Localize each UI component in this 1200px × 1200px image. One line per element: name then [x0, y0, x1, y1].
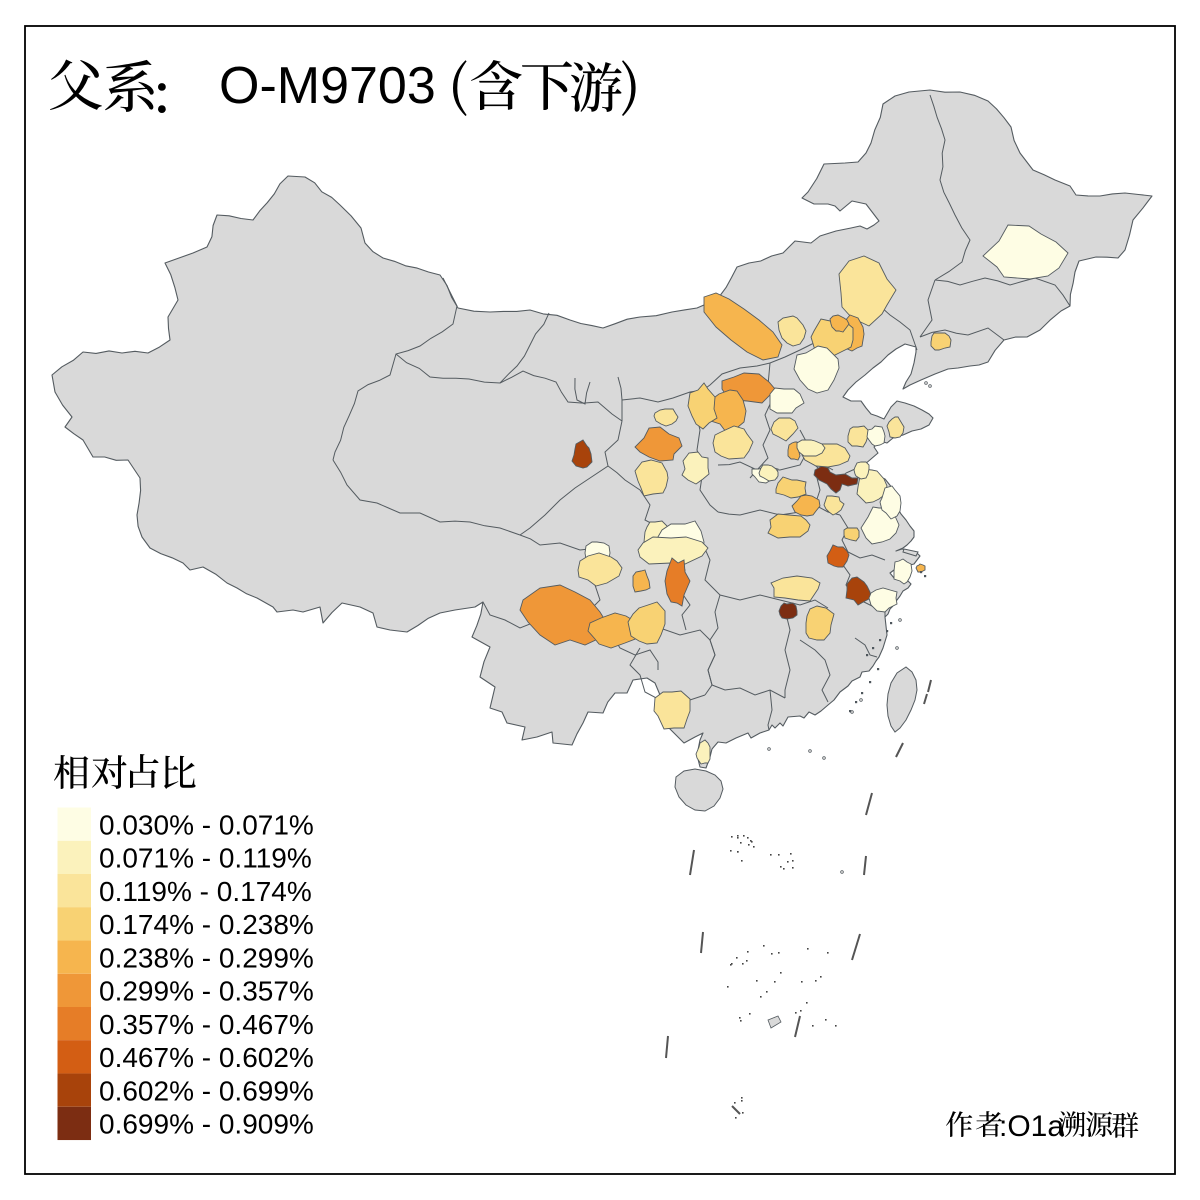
svg-text:0.467% - 0.602%: 0.467% - 0.602% [99, 1042, 314, 1073]
svg-text:0.238% - 0.299%: 0.238% - 0.299% [99, 942, 314, 973]
svg-text:0.174% - 0.238%: 0.174% - 0.238% [99, 909, 314, 940]
svg-text:0.030% - 0.071%: 0.030% - 0.071% [99, 809, 314, 840]
svg-text:0.357% - 0.467%: 0.357% - 0.467% [99, 1009, 314, 1040]
svg-text::O1a: :O1a [999, 1110, 1064, 1143]
svg-text:0.602% - 0.699%: 0.602% - 0.699% [99, 1075, 314, 1106]
svg-text:0.071% - 0.119%: 0.071% - 0.119% [99, 843, 312, 874]
svg-text:O-M9703: O-M9703 [219, 57, 436, 115]
svg-text:0.699% - 0.909%: 0.699% - 0.909% [99, 1109, 314, 1140]
svg-text:0.299% - 0.357%: 0.299% - 0.357% [99, 976, 314, 1007]
svg-text:0.119% - 0.174%: 0.119% - 0.174% [99, 876, 312, 907]
